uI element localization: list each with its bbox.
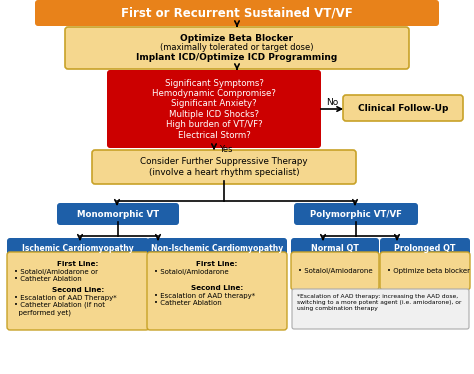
Text: Second Line:: Second Line: [52, 287, 104, 293]
Text: Polymorphic VT/VF: Polymorphic VT/VF [310, 209, 402, 218]
Text: Significant Symptoms?
Hemodynamic Compromise?
Significant Anxiety?
Multiple ICD : Significant Symptoms? Hemodynamic Compro… [152, 79, 276, 140]
Text: • Sotalol/Amiodarone or
• Catheter Ablation: • Sotalol/Amiodarone or • Catheter Ablat… [14, 269, 98, 282]
Text: Clinical Follow-Up: Clinical Follow-Up [358, 104, 448, 113]
FancyBboxPatch shape [35, 0, 439, 26]
FancyBboxPatch shape [294, 203, 418, 225]
FancyBboxPatch shape [92, 150, 356, 184]
FancyBboxPatch shape [343, 95, 463, 121]
FancyBboxPatch shape [147, 252, 287, 330]
Text: Optimize Beta Blocker: Optimize Beta Blocker [181, 34, 293, 43]
Text: *Escalation of AAD therapy: increasing the AAD dose,
switching to a more potent : *Escalation of AAD therapy: increasing t… [297, 294, 462, 310]
FancyBboxPatch shape [291, 252, 379, 290]
Text: • Escalation of AAD Therapy*
• Catheter Ablation (if not
  performed yet): • Escalation of AAD Therapy* • Catheter … [14, 295, 117, 316]
FancyBboxPatch shape [7, 238, 149, 258]
Text: Implant ICD/Optimize ICD Programming: Implant ICD/Optimize ICD Programming [137, 52, 337, 61]
Text: First Line:: First Line: [57, 261, 99, 267]
FancyBboxPatch shape [57, 203, 179, 225]
Text: • Sotalol/Amiodarone: • Sotalol/Amiodarone [298, 268, 373, 274]
FancyBboxPatch shape [7, 252, 149, 330]
Text: First Line:: First Line: [196, 261, 237, 267]
FancyBboxPatch shape [147, 238, 287, 258]
Text: • Escalation of AAD therapy*
• Catheter Ablation: • Escalation of AAD therapy* • Catheter … [154, 293, 255, 306]
Text: Monomorphic VT: Monomorphic VT [77, 209, 159, 218]
Text: • Optimize beta blocker: • Optimize beta blocker [387, 268, 470, 274]
Text: Prolonged QT: Prolonged QT [394, 243, 456, 252]
Text: Normal QT: Normal QT [311, 243, 359, 252]
Text: Consider Further Suppressive Therapy
(involve a heart rhythm specialist): Consider Further Suppressive Therapy (in… [140, 157, 308, 177]
FancyBboxPatch shape [292, 289, 469, 329]
Text: • Sotalol/Amiodarone: • Sotalol/Amiodarone [154, 269, 228, 275]
FancyBboxPatch shape [291, 238, 379, 258]
Text: First or Recurrent Sustained VT/VF: First or Recurrent Sustained VT/VF [121, 6, 353, 19]
Text: Non-Ischemic Cardiomyopathy: Non-Ischemic Cardiomyopathy [151, 243, 283, 252]
Text: Ischemic Cardiomyopathy: Ischemic Cardiomyopathy [22, 243, 134, 252]
FancyBboxPatch shape [65, 27, 409, 69]
Text: (maximally tolerated or target dose): (maximally tolerated or target dose) [160, 43, 314, 52]
FancyBboxPatch shape [380, 238, 470, 258]
FancyBboxPatch shape [107, 70, 321, 148]
Text: Yes: Yes [219, 144, 233, 153]
Text: Second Line:: Second Line: [191, 285, 243, 291]
FancyBboxPatch shape [380, 252, 470, 290]
Text: No: No [326, 98, 338, 107]
